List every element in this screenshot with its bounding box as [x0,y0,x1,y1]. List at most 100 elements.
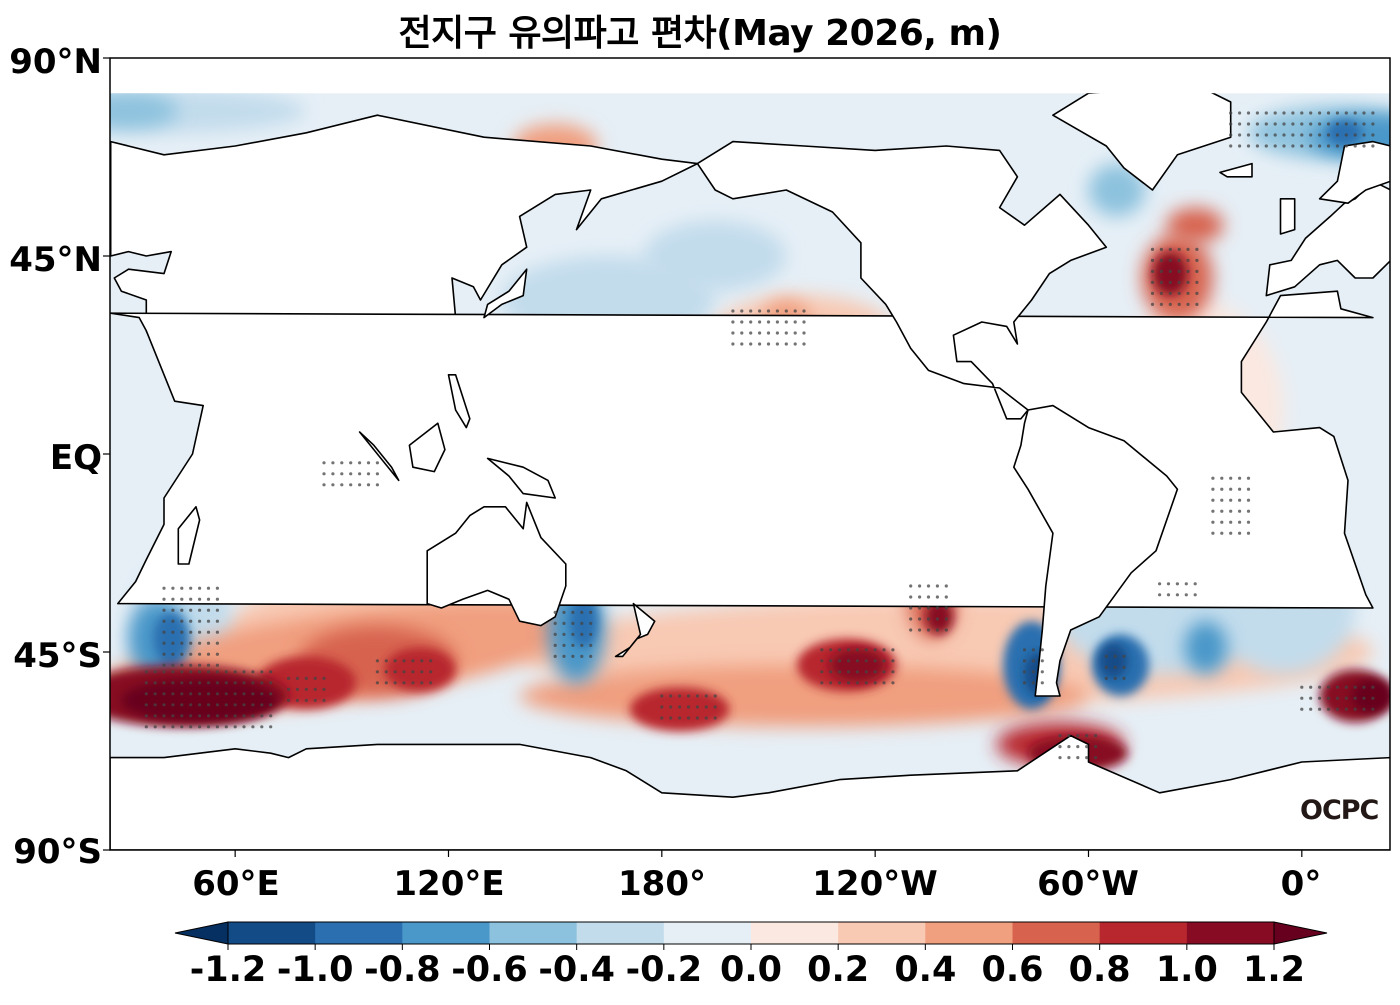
stipple-dot [580,643,584,648]
stipple-dot [1113,654,1117,659]
stipple-dot [1318,111,1322,115]
anomaly-contour [153,612,189,666]
stipple-dot [1031,681,1035,685]
stipple-dot [580,610,584,615]
stipple-dot [1246,122,1251,126]
stipple-dot [918,606,922,610]
plot-area [110,58,1390,850]
stipple-dot [820,648,824,652]
stipple-dot [1177,302,1181,306]
stipple-dot [1150,258,1155,262]
lon-label-120e: 120°E [393,864,505,904]
stipple-dot [1353,133,1357,137]
land-scandinavia [1318,140,1390,204]
stipple-dot [1040,670,1044,674]
stipple-dot [1371,685,1375,689]
stipple-dot [704,694,708,698]
stipple-dot [340,472,344,476]
anomaly-contour [1166,207,1224,243]
stipple-dot [758,320,762,324]
stipple-dot [571,621,575,626]
colorbar-segment [751,922,839,944]
stipple-dot [1168,247,1172,251]
colorbar-extend-high [1273,921,1328,945]
stipple-dot [295,698,299,703]
stipple-dot [1104,676,1108,681]
stipple-dot [224,681,228,685]
stipple-dot [731,320,735,324]
stipple-dot [784,331,788,335]
land-south-america [1013,404,1179,697]
stipple-dot [171,597,175,601]
stipple-dot [1362,696,1366,700]
stipple-dot [1229,122,1233,126]
stipple-dot [846,681,851,685]
stipple-dot [686,716,691,720]
stipple-dot [669,694,673,698]
stipple-dot [189,652,193,656]
stipple-dot [358,472,362,476]
stipple-dot [1193,593,1197,597]
stipple-dot [1150,269,1155,273]
stipple-dot [935,595,940,599]
stipple-dot [260,714,264,718]
stipple-dot [1362,685,1366,689]
stipple-dot [224,670,228,674]
stipple-dot [695,716,700,720]
stipple-dot [1371,122,1375,126]
stipple-dot [233,670,237,674]
stipple-dot [766,309,771,313]
stipple-dot [224,692,228,696]
stipple-dot [251,714,255,718]
stipple-dot [935,606,940,610]
stipple-dot [1094,745,1098,749]
stipple-dot [162,630,166,634]
anomaly-contour [1351,678,1390,714]
stipple-dot [358,483,362,487]
colorbar-segment [402,922,490,944]
stipple-dot [393,670,397,674]
stipple-dot [1353,111,1357,115]
stipple-dot [144,692,148,696]
stipple-dot [1211,531,1215,535]
stipple-dot [286,676,291,681]
stipple-dot [1309,133,1313,137]
stipple-dot [669,716,673,720]
stipple-dot [1291,144,1295,148]
colorbar-tick-label: 0.2 [807,950,870,990]
stipple-dot [1238,122,1242,126]
stipple-dot [864,670,868,674]
stipple-dot [411,670,415,674]
stipple-dot [375,681,379,685]
stipple-dot [180,608,184,612]
land-australia [426,501,567,627]
stipple-dot [429,670,433,674]
stipple-dot [1220,509,1224,513]
stipple-dot [678,705,682,709]
stipple-dot [198,703,202,707]
stipple-dot [1246,476,1251,480]
stipple-dot [891,648,895,652]
stipple-dot [180,619,184,623]
stipple-dot [260,725,264,729]
stipple-dot [180,663,184,667]
anomaly-contour [1088,163,1146,217]
stipple-dot [695,705,700,709]
stipple-dot [251,725,255,729]
stipple-dot [198,663,202,667]
stipple-dot [144,681,148,685]
stipple-dot [660,716,664,720]
stipple-dot [571,610,575,615]
stipple-dot [251,681,255,685]
stipple-dot [891,681,895,685]
stipple-dot [260,692,264,696]
stipple-dot [233,714,237,718]
stipple-dot [1300,685,1304,689]
stipple-dot [171,630,175,634]
stipple-dot [1159,258,1163,262]
stipple-dot [162,681,166,685]
stipple-dot [918,628,922,632]
stipple-dot [1371,707,1375,711]
stipple-dot [1344,685,1348,689]
stipple-dot [838,670,842,674]
